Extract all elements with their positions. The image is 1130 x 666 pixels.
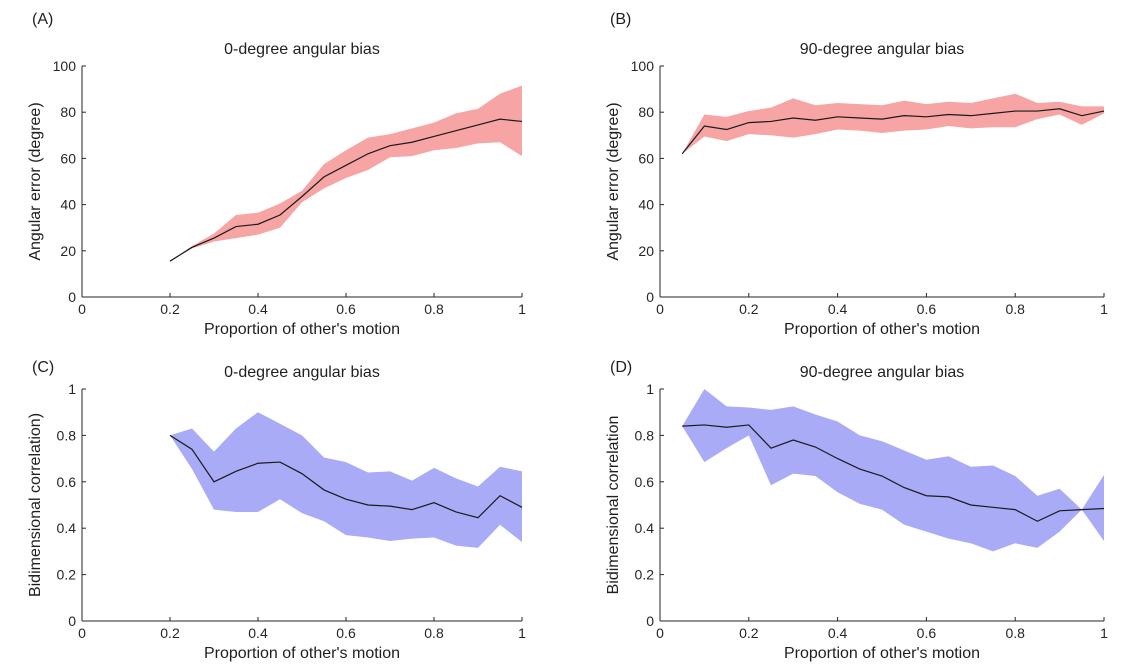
y-tick-label: 0 — [68, 613, 76, 629]
mean-line — [169, 434, 523, 519]
x-tick-label: 0.6 — [917, 625, 937, 641]
y-tick-label: 0.6 — [635, 474, 655, 490]
y-tick-label: 40 — [638, 197, 654, 213]
panel-label: (C) — [32, 359, 54, 376]
x-tick-label: 0.4 — [248, 625, 268, 641]
y-tick-label: 80 — [60, 104, 76, 120]
x-axis-label: Proportion of other's motion — [204, 321, 400, 338]
y-tick-label: 0 — [68, 289, 76, 305]
x-tick-label: 0.2 — [160, 625, 180, 641]
mean-line — [681, 108, 1105, 155]
x-tick-label: 1 — [518, 625, 526, 641]
y-tick-label: 100 — [53, 58, 77, 74]
mean-line — [169, 118, 523, 262]
panel-label: (A) — [32, 11, 53, 28]
y-tick-label: 60 — [638, 150, 654, 166]
x-tick-label: 0.2 — [739, 301, 759, 317]
y-tick-label: 0.2 — [635, 567, 655, 583]
y-tick-label: 20 — [60, 243, 76, 259]
x-tick-label: 0.4 — [828, 301, 848, 317]
chart-title: 90-degree angular bias — [800, 364, 965, 381]
x-tick-label: 1 — [518, 301, 526, 317]
x-tick-label: 0.6 — [336, 301, 356, 317]
mean-line — [682, 424, 1105, 522]
confidence-band — [170, 412, 522, 548]
y-tick-label: 0.2 — [57, 567, 77, 583]
y-axis-label: Angular error (degree) — [605, 102, 622, 260]
y-tick-label: 1 — [646, 381, 654, 397]
confidence-band — [682, 93, 1104, 154]
x-tick-label: 0 — [78, 625, 86, 641]
y-tick-label: 0.8 — [635, 427, 655, 443]
x-tick-label: 0.8 — [1005, 301, 1025, 317]
y-axis-label: Bidimensional correlation) — [27, 413, 44, 597]
y-tick-label: 0 — [646, 289, 654, 305]
x-tick-label: 0 — [656, 625, 664, 641]
x-axis-label: Proportion of other's motion — [784, 321, 980, 338]
y-axis-label: Angular error (degree) — [27, 102, 44, 260]
chart-panel: (A) 0-degree angular bias 0 0.2 0.4 0.6 0.8 1 0 2… — [27, 11, 526, 338]
x-tick-label: 0.4 — [248, 301, 268, 317]
y-tick-label: 20 — [638, 243, 654, 259]
x-tick-label: 1 — [1100, 625, 1108, 641]
x-tick-label: 0.6 — [917, 301, 937, 317]
chart-title: 0-degree angular bias — [224, 41, 380, 58]
confidence-band — [682, 389, 1104, 552]
y-tick-label: 0 — [646, 613, 654, 629]
chart-title: 90-degree angular bias — [800, 41, 965, 58]
x-tick-label: 0.8 — [424, 625, 444, 641]
panel-label: (B) — [610, 11, 631, 28]
x-tick-label: 0.4 — [828, 625, 848, 641]
x-tick-label: 0 — [656, 301, 664, 317]
y-tick-label: 40 — [60, 197, 76, 213]
chart-panel: (C) 0-degree angular bias 0 0.2 0.4 0.6 0.8 1 0 0… — [27, 359, 526, 662]
x-tick-label: 0.8 — [424, 301, 444, 317]
y-tick-label: 0.6 — [57, 474, 77, 490]
chart-panel: (D) 90-degree angular bias 0 0.2 0.4 0.6 0.8 1 0… — [605, 359, 1108, 662]
chart-title: 0-degree angular bias — [224, 364, 380, 381]
x-tick-label: 0.6 — [336, 625, 356, 641]
panel-label: (D) — [610, 359, 632, 376]
y-tick-label: 1 — [68, 381, 76, 397]
x-tick-label: 0.8 — [1005, 625, 1025, 641]
x-axis-label: Proportion of other's motion — [784, 645, 980, 662]
y-tick-label: 60 — [60, 150, 76, 166]
confidence-band — [170, 85, 522, 262]
y-tick-label: 0.8 — [57, 427, 77, 443]
x-axis-label: Proportion of other's motion — [204, 645, 400, 662]
y-tick-label: 100 — [631, 58, 655, 74]
y-axis-label: Bidimensional correlation — [605, 416, 622, 595]
y-tick-label: 80 — [638, 104, 654, 120]
x-tick-label: 0 — [78, 301, 86, 317]
x-tick-label: 1 — [1100, 301, 1108, 317]
x-tick-label: 0.2 — [160, 301, 180, 317]
y-tick-label: 0.4 — [57, 520, 77, 536]
y-tick-label: 0.4 — [635, 520, 655, 536]
x-tick-label: 0.2 — [739, 625, 759, 641]
